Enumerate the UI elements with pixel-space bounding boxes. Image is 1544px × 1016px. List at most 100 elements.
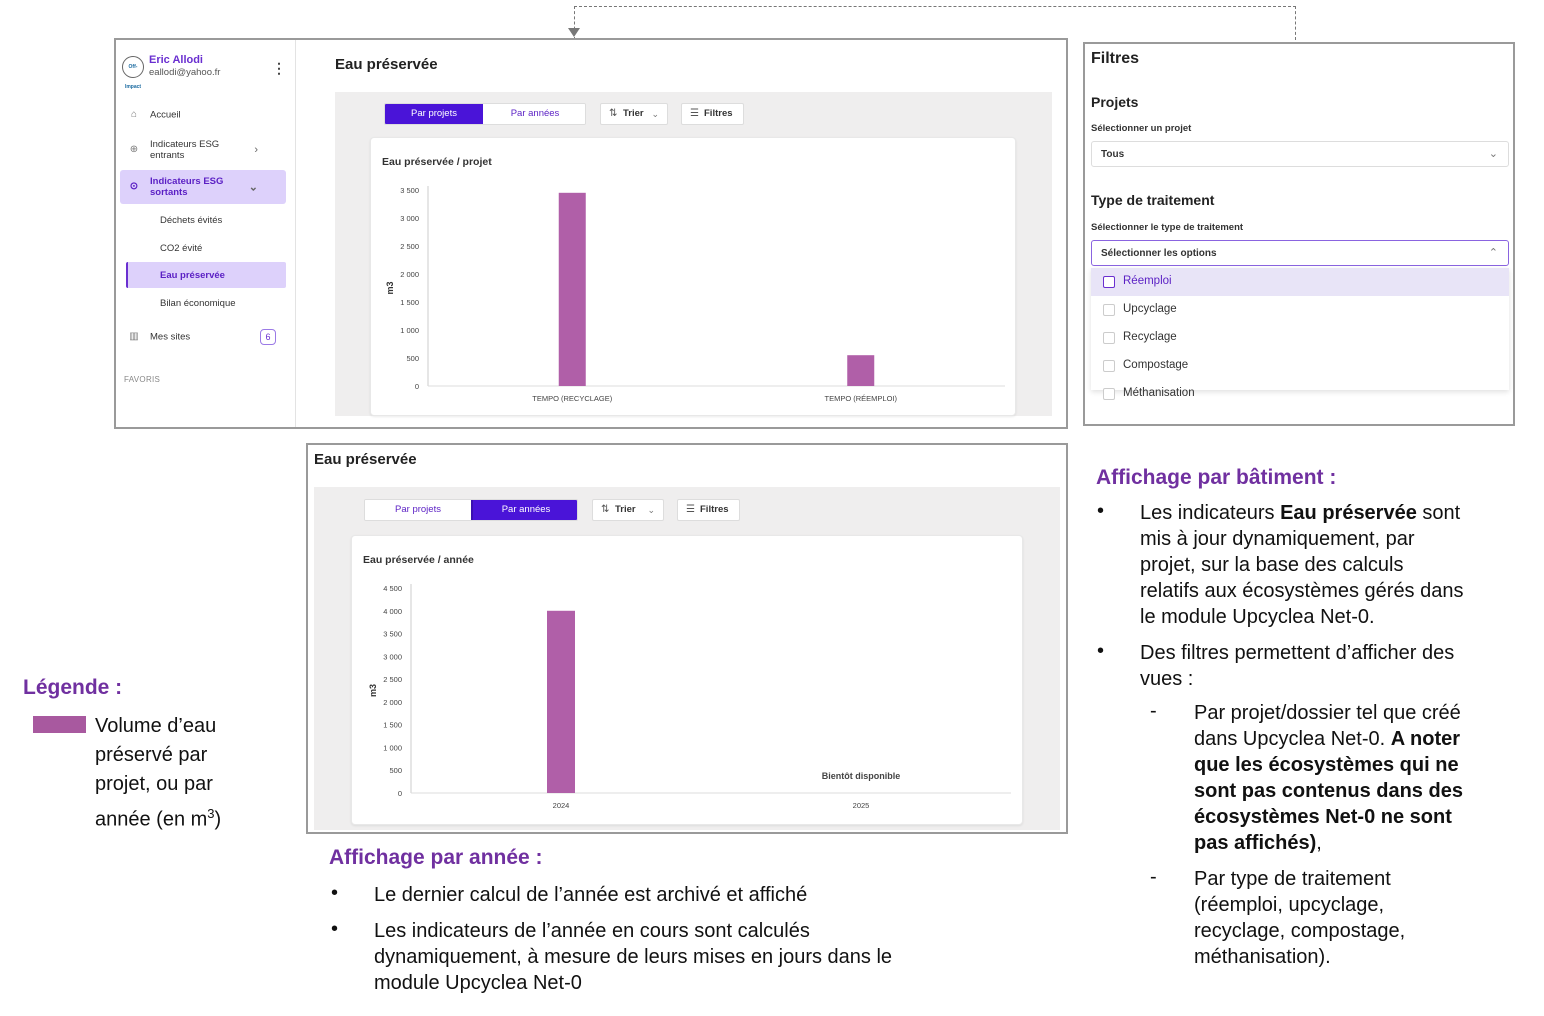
treatment-heading: Type de traitement bbox=[1091, 192, 1215, 208]
building-bullet-2: Des filtres permettent d’afficher des vu… bbox=[1140, 640, 1540, 692]
y-tick-label: 0 bbox=[415, 382, 419, 391]
text-line: le module Upcyclea Net-0. bbox=[1140, 606, 1375, 628]
sidebar-item-label: Accueil bbox=[150, 109, 181, 121]
text-segment: , bbox=[1316, 832, 1322, 854]
tab-par-annees[interactable]: Par années bbox=[483, 104, 585, 124]
chart-card: Eau préservée / année m3 0 500 1 000 1 500 2 … bbox=[351, 535, 1023, 825]
chevron-down-icon: ⌄ bbox=[647, 505, 655, 515]
filters-panel: Filtres Projets Sélectionner un projet T… bbox=[1083, 42, 1515, 426]
text-line: Des filtres permettent d’afficher des bbox=[1140, 642, 1455, 664]
treatment-select-label: Sélectionner le type de traitement bbox=[1091, 222, 1244, 233]
x-tick-label: 2024 bbox=[553, 801, 570, 810]
text-line: Par projet/dossier tel que créé bbox=[1194, 702, 1461, 724]
filter-button[interactable]: ☰ Filtres bbox=[681, 103, 744, 125]
text-line: dynamiquement, à mesure de leurs mises e… bbox=[374, 946, 893, 968]
bar bbox=[847, 355, 875, 386]
y-tick-label: 3 500 bbox=[400, 186, 419, 195]
sort-icon: ⇅ bbox=[609, 108, 618, 119]
bullet-icon: • bbox=[331, 882, 339, 904]
sub-item-co2[interactable]: CO2 évité bbox=[160, 243, 203, 254]
option-compostage[interactable]: Compostage bbox=[1091, 352, 1509, 380]
filters-title: Filtres bbox=[1091, 50, 1140, 67]
sliders-icon: ☰ bbox=[686, 504, 695, 515]
sidebar-item-indicateurs-entrants[interactable]: ⊕ Indicateurs ESG entrants › bbox=[120, 136, 286, 164]
y-tick-label: 1 500 bbox=[400, 298, 419, 307]
text-line: méthanisation). bbox=[1194, 946, 1331, 968]
treatment-options-list: Réemploi Upcyclage Recyclage Compostage … bbox=[1091, 268, 1509, 400]
user-profile[interactable]: Off-Impact Eric Allodi eallodi@yahoo.fr … bbox=[122, 54, 290, 90]
option-label: Upcyclage bbox=[1123, 303, 1177, 315]
view-toggle: Par projets Par années bbox=[364, 499, 578, 521]
arrow-down-circle-icon: ⊕ bbox=[129, 144, 139, 155]
bullet-icon: • bbox=[331, 918, 339, 940]
checkbox[interactable] bbox=[1103, 304, 1115, 316]
bar bbox=[547, 610, 575, 793]
legend-text: Volume d’eau préservé par projet, ou par… bbox=[95, 712, 295, 835]
y-tick-label: 1 000 bbox=[400, 326, 419, 335]
tab-par-annees[interactable]: Par années bbox=[471, 500, 577, 520]
screenshot-by-year: Eau préservée Par projets Par années ⇅ T… bbox=[306, 443, 1068, 834]
option-upcyclage[interactable]: Upcyclage bbox=[1091, 296, 1509, 324]
connector-arrow-icon bbox=[568, 28, 580, 37]
filter-label: Filtres bbox=[704, 108, 733, 119]
chevron-right-icon: › bbox=[254, 144, 258, 156]
chart-title: Eau préservée / projet bbox=[382, 156, 492, 168]
sub-item-eau-preservee[interactable]: Eau préservée bbox=[126, 262, 286, 288]
sub-item-dechets[interactable]: Déchets évités bbox=[160, 215, 223, 226]
y-tick-label: 3 000 bbox=[383, 652, 402, 661]
text-line: relatifs aux écosystèmes gérés dans bbox=[1140, 580, 1464, 602]
filter-label: Filtres bbox=[700, 504, 729, 515]
y-tick-label: 1 500 bbox=[383, 721, 402, 730]
more-options-icon[interactable]: ⋮ bbox=[272, 60, 286, 76]
page-title: Eau préservée bbox=[314, 451, 417, 468]
tab-par-projets[interactable]: Par projets bbox=[365, 500, 471, 520]
sub-item-label: Eau préservée bbox=[160, 270, 225, 281]
project-select[interactable]: Tous ⌄ bbox=[1091, 141, 1509, 167]
text-line: vues : bbox=[1140, 668, 1194, 690]
checkbox[interactable] bbox=[1103, 388, 1115, 400]
sidebar-item-mes-sites[interactable]: ▥ Mes sites 6 bbox=[120, 326, 286, 348]
checkbox[interactable] bbox=[1103, 360, 1115, 372]
building-icon: ▥ bbox=[129, 331, 139, 342]
sidebar-item-label: Indicateurs ESG entrants bbox=[150, 139, 220, 161]
y-tick-label: 3 000 bbox=[400, 214, 419, 223]
checkbox[interactable] bbox=[1103, 332, 1115, 344]
text-line: que les écosystèmes qui ne bbox=[1194, 754, 1459, 776]
text-line: (réemploi, upcyclage, bbox=[1194, 894, 1385, 916]
connector-line bbox=[574, 6, 1296, 40]
text-line: dans Upcyclea Net-0. A noter bbox=[1194, 726, 1539, 752]
tab-par-projets[interactable]: Par projets bbox=[385, 104, 483, 124]
option-label: Recyclage bbox=[1123, 331, 1177, 343]
y-tick-label: 1 000 bbox=[383, 743, 402, 752]
y-tick-label: 0 bbox=[398, 789, 402, 798]
option-label: Réemploi bbox=[1123, 275, 1172, 287]
y-tick-label: 500 bbox=[406, 354, 419, 363]
text-line: Les indicateurs Eau préservée sont bbox=[1140, 500, 1540, 526]
sidebar-item-accueil[interactable]: ⌂ Accueil bbox=[120, 104, 286, 126]
option-methanisation[interactable]: Méthanisation bbox=[1091, 380, 1509, 408]
legend-line: année (en m3) bbox=[95, 799, 295, 835]
sort-button[interactable]: ⇅ Trier ⌄ bbox=[600, 103, 668, 125]
screenshot-by-project: Off-Impact Eric Allodi eallodi@yahoo.fr … bbox=[114, 38, 1068, 429]
y-axis-label: m3 bbox=[385, 281, 395, 294]
checkbox[interactable] bbox=[1103, 276, 1115, 288]
text-line: pas affichés), bbox=[1194, 830, 1539, 856]
annual-bullet-1: Le dernier calcul de l’année est archivé… bbox=[374, 884, 808, 906]
text-line: Par type de traitement bbox=[1194, 868, 1391, 890]
filter-button[interactable]: ☰ Filtres bbox=[677, 499, 740, 521]
sub-item-bilan[interactable]: Bilan économique bbox=[160, 298, 236, 309]
sort-button[interactable]: ⇅ Trier ⌄ bbox=[592, 499, 664, 521]
option-label: Méthanisation bbox=[1123, 387, 1195, 399]
bullet-icon: • bbox=[1097, 500, 1105, 522]
x-tick-label: TEMPO (RECYCLAGE) bbox=[532, 394, 613, 403]
text-line: écosystèmes Net-0 ne sont bbox=[1194, 806, 1452, 828]
bar-chart-by-project: m3 0 500 1 000 1 500 2 000 2 500 3 000 3 500 TEMP… bbox=[385, 186, 1005, 403]
treatment-multiselect[interactable]: Sélectionner les options ⌃ bbox=[1091, 240, 1509, 266]
option-reemploi[interactable]: Réemploi bbox=[1091, 268, 1509, 296]
building-heading: Affichage par bâtiment : bbox=[1096, 466, 1337, 489]
x-tick-label: 2025 bbox=[853, 801, 870, 810]
treatment-select-placeholder: Sélectionner les options bbox=[1101, 248, 1217, 259]
option-recyclage[interactable]: Recyclage bbox=[1091, 324, 1509, 352]
sidebar-item-indicateurs-sortants[interactable]: ⊙ Indicateurs ESG sortants ⌄ bbox=[120, 170, 286, 204]
building-sub-1: Par projet/dossier tel que créé dans Upc… bbox=[1194, 700, 1539, 856]
